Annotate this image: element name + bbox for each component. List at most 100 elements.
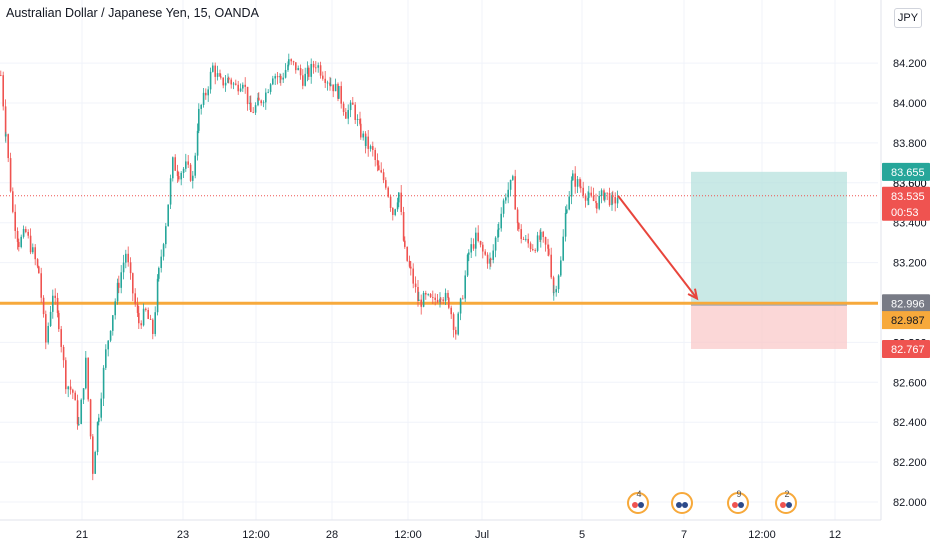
candle-body: [579, 179, 581, 187]
candle-body: [494, 237, 497, 251]
candle-body: [614, 197, 616, 204]
flag-icon: [632, 502, 638, 508]
candle-body: [76, 400, 79, 425]
candle-body: [196, 130, 199, 156]
candle-body: [242, 84, 244, 89]
candle-body: [356, 118, 359, 120]
candle-body: [466, 254, 469, 276]
currency-button[interactable]: JPY: [894, 8, 922, 28]
candle-body: [457, 313, 459, 335]
candle-body: [180, 172, 182, 180]
candle-body: [114, 301, 116, 316]
candle-body: [14, 211, 16, 231]
candle-body: [205, 92, 207, 96]
candle-body: [156, 278, 159, 313]
candle-body: [62, 346, 65, 361]
candle-body: [219, 73, 221, 77]
price-tick-label: 83.200: [893, 258, 927, 270]
arrow-head[interactable]: [687, 288, 699, 301]
candle-body: [404, 240, 406, 247]
candle-body: [254, 105, 257, 113]
candle-body: [380, 170, 382, 173]
economic-events: 4 9 2: [627, 489, 797, 514]
support-price-tag[interactable]: 82.996: [882, 294, 930, 313]
candle-body: [492, 250, 494, 260]
candle-body: [269, 84, 272, 92]
event-marker[interactable]: 2: [775, 489, 797, 514]
entry-price-tag[interactable]: 82.987: [882, 311, 930, 330]
candle-body: [385, 180, 387, 188]
candle-body: [80, 399, 82, 424]
candle-body: [239, 88, 242, 92]
candle-body: [265, 92, 267, 103]
last-price-tag[interactable]: 83.535 00:53: [882, 186, 930, 221]
last-price-tag-bg: [882, 186, 930, 221]
candle-body: [564, 212, 567, 237]
candle-body: [505, 197, 507, 201]
candle-body: [315, 67, 317, 69]
candle-body: [127, 253, 129, 263]
candle-body: [582, 187, 584, 196]
projection-arrow[interactable]: [617, 195, 699, 301]
candle-body: [425, 293, 427, 295]
price-tick-label: 82.600: [893, 377, 927, 389]
candle-body: [417, 287, 419, 301]
candle-body: [612, 195, 614, 198]
candle-body: [82, 388, 85, 400]
candle-body: [420, 299, 422, 307]
candle-body: [600, 190, 603, 196]
candle-body: [299, 68, 302, 76]
candle-body: [332, 84, 334, 92]
time-tick-label: 23: [177, 529, 189, 541]
target-price-tag-label: 83.655: [891, 167, 925, 179]
candle-body: [34, 247, 36, 260]
candle-body: [477, 232, 479, 241]
candle-body: [484, 251, 486, 255]
flag-icon: [780, 502, 786, 508]
candle-body: [78, 423, 80, 425]
candle-body: [112, 315, 114, 331]
candle-body: [198, 108, 200, 131]
entry-price-tag-bg: [882, 311, 930, 330]
event-marker[interactable]: 9: [727, 489, 749, 514]
event-ring: [671, 492, 693, 514]
candle-body: [367, 136, 369, 149]
stop-price-tag[interactable]: 82.767: [882, 339, 930, 358]
target-price-tag[interactable]: 83.655: [882, 162, 930, 181]
time-tick-label: 12: [829, 529, 841, 541]
event-marker[interactable]: [671, 492, 693, 514]
candle-body: [512, 176, 514, 180]
candle-body: [267, 91, 269, 93]
arrow-shaft[interactable]: [617, 195, 698, 300]
candle-body: [324, 78, 326, 83]
candle-body: [452, 314, 455, 330]
candle-body: [154, 312, 156, 334]
candle-body: [587, 197, 589, 201]
candle-body: [176, 170, 179, 177]
candle-body: [516, 209, 519, 224]
event-marker[interactable]: 4: [627, 489, 649, 514]
candle-body: [237, 84, 239, 92]
candle-body: [94, 452, 96, 474]
candle-body: [308, 67, 310, 77]
candle-body: [257, 97, 259, 106]
candle-body: [338, 86, 340, 99]
candle-body: [611, 195, 613, 206]
profit-zone[interactable]: [691, 171, 847, 306]
loss-zone[interactable]: [691, 305, 847, 349]
candle-body: [297, 68, 299, 71]
candle-body: [500, 213, 502, 229]
candle-body: [290, 59, 292, 62]
candle-body: [187, 161, 189, 165]
candle-body: [312, 63, 315, 68]
flag-icon: [786, 502, 792, 508]
candle-body: [475, 232, 477, 249]
price-tick-label: 84.200: [893, 58, 927, 70]
candle-body: [369, 146, 372, 149]
candle-body: [507, 189, 509, 198]
candle-body: [330, 84, 332, 86]
candle-body: [54, 295, 56, 298]
candle-body: [232, 83, 235, 85]
